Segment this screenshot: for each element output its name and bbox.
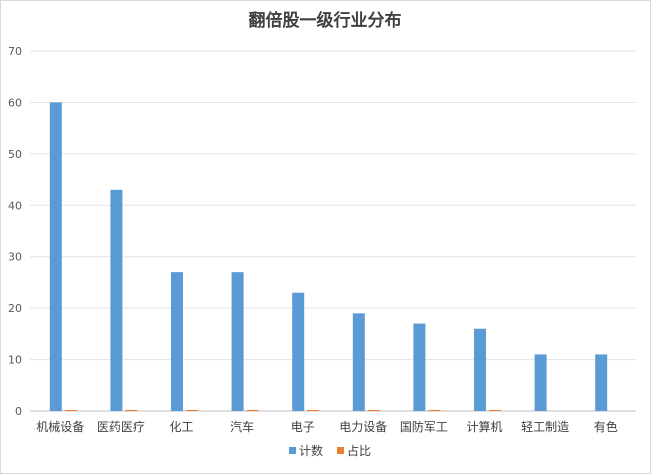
bar-ratio-1 — [125, 409, 138, 411]
x-tick-label: 汽车 — [230, 419, 254, 434]
legend-label: 计数 — [299, 443, 323, 458]
bar-count-1 — [110, 189, 123, 411]
bar-count-4 — [292, 292, 305, 411]
legend-label: 占比 — [347, 443, 371, 458]
bar-count-9 — [595, 354, 608, 411]
bar-count-7 — [474, 328, 486, 411]
bar-count-0 — [49, 102, 62, 411]
y-tick-label: 40 — [8, 199, 22, 212]
x-tick-label: 机械设备 — [36, 419, 84, 434]
y-tick-label: 30 — [8, 251, 22, 264]
bar-ratio-0 — [64, 409, 77, 411]
legend: 计数 占比 — [289, 443, 371, 458]
bar-count-6 — [413, 323, 426, 411]
bar-ratio-5 — [367, 409, 380, 411]
bar-ratio-3 — [246, 409, 259, 411]
y-tick-label: 60 — [8, 96, 22, 109]
x-tick-label: 电力设备 — [339, 420, 387, 434]
x-tick-label: 轻工制造 — [521, 420, 569, 434]
y-axis: 0 10 20 30 40 50 60 70 — [8, 45, 22, 418]
bar-count-3 — [231, 272, 244, 411]
bar-count-8 — [534, 354, 547, 411]
y-tick-label: 10 — [8, 354, 22, 367]
y-tick-label: 20 — [8, 302, 22, 315]
x-tick-label: 国防军工 — [400, 419, 448, 434]
x-axis: 机械设备 医药医疗 化工 汽车 电子 电力设备 国防军工 计算机 轻工制造 有色 — [36, 419, 617, 434]
bar-ratio-6 — [428, 409, 441, 411]
bar-ratio-4 — [307, 409, 320, 411]
bar-ratio-2 — [186, 409, 198, 411]
y-tick-label: 70 — [8, 45, 22, 58]
x-tick-label: 医药医疗 — [97, 420, 145, 434]
y-tick-label: 0 — [15, 405, 22, 418]
y-tick-label: 50 — [8, 148, 22, 161]
x-tick-label: 电子 — [291, 420, 315, 434]
bar-ratio-7 — [489, 409, 501, 411]
x-tick-label: 有色 — [594, 420, 618, 434]
chart-title: 翻倍股一级行业分布 — [249, 10, 402, 31]
bar-count-5 — [352, 313, 365, 411]
bar-count-2 — [171, 272, 183, 411]
bars — [49, 102, 608, 411]
legend-swatch — [337, 447, 344, 454]
x-tick-label: 计算机 — [466, 419, 502, 434]
x-tick-label: 化工 — [169, 420, 193, 434]
legend-swatch — [289, 447, 296, 454]
